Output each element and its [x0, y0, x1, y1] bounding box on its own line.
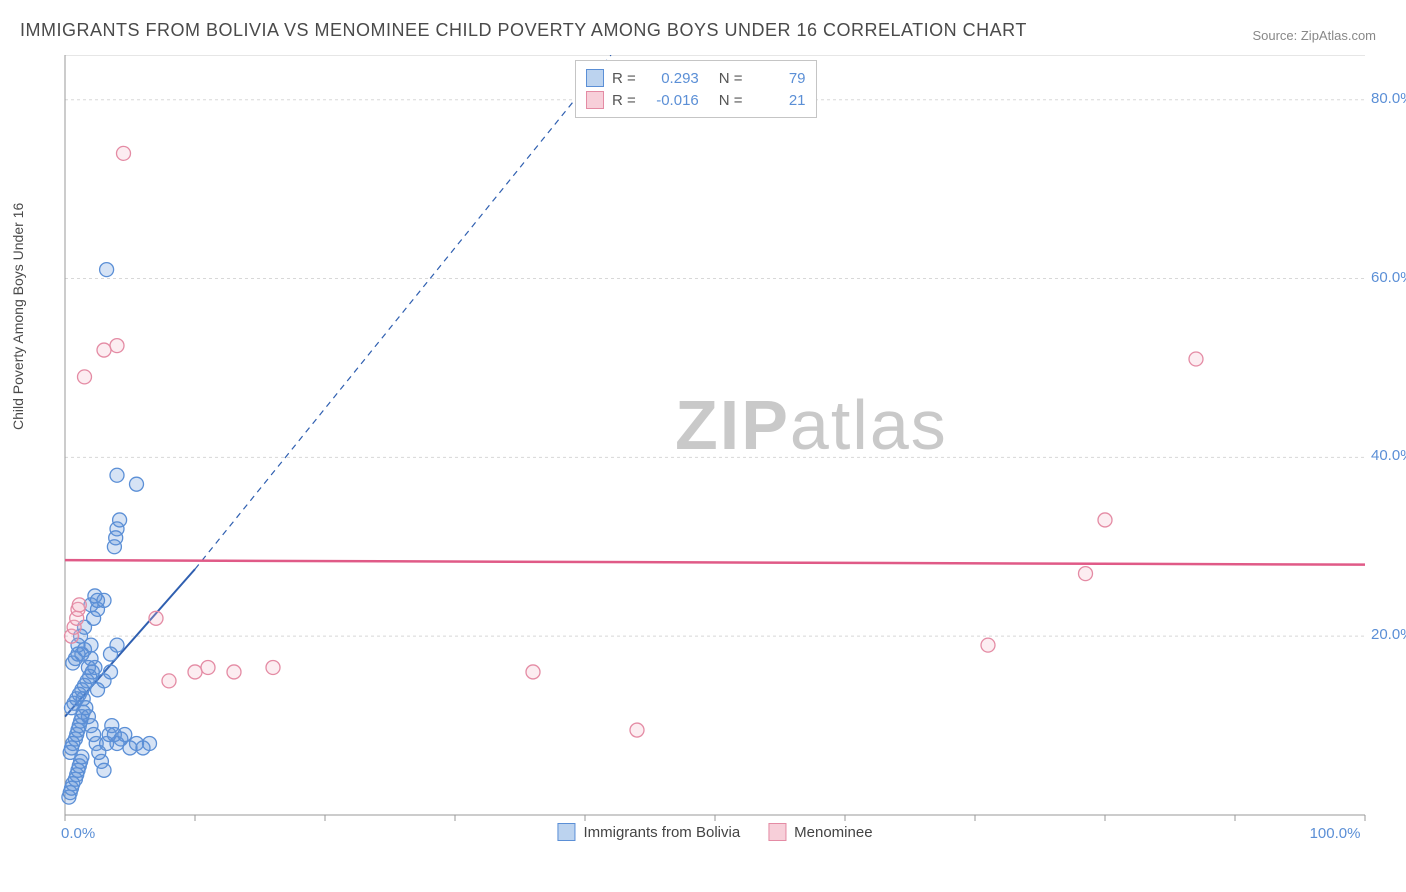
chart-title: IMMIGRANTS FROM BOLIVIA VS MENOMINEE CHI…: [20, 20, 1027, 41]
legend-swatch: [557, 823, 575, 841]
legend-swatch: [586, 69, 604, 87]
series-legend: Immigrants from Bolivia Menominee: [557, 823, 872, 841]
axis-tick-label: 0.0%: [61, 825, 95, 842]
axis-tick-label: 100.0%: [1310, 825, 1361, 842]
chart-area: ZIPatlas R =0.293N =79R =-0.016N =21 Imm…: [55, 55, 1375, 845]
scatter-plot: [55, 55, 1375, 845]
legend-swatch: [768, 823, 786, 841]
r-value: 0.293: [644, 70, 699, 87]
y-axis-label: Child Poverty Among Boys Under 16: [10, 203, 26, 430]
legend-label: Immigrants from Bolivia: [583, 824, 740, 841]
stats-row: R = -0.016 N = 21: [586, 89, 806, 111]
axis-tick-label: 20.0%: [1371, 626, 1406, 643]
r-label: R =: [612, 70, 636, 87]
legend-item: Menominee: [768, 823, 872, 841]
r-label: R =: [612, 92, 636, 109]
n-value: 79: [751, 70, 806, 87]
r-value: -0.016: [644, 92, 699, 109]
legend-swatch: [586, 91, 604, 109]
source-credit: Source: ZipAtlas.com: [1252, 28, 1376, 43]
axis-tick-label: 60.0%: [1371, 269, 1406, 286]
axis-tick-label: 40.0%: [1371, 447, 1406, 464]
legend-item: Immigrants from Bolivia: [557, 823, 740, 841]
n-value: 21: [751, 92, 806, 109]
n-label: N =: [719, 70, 743, 87]
axis-tick-label: 80.0%: [1371, 90, 1406, 107]
stats-row: R = 0.293 N = 79: [586, 67, 806, 89]
legend-label: Menominee: [794, 824, 872, 841]
stats-legend: R = 0.293 N = 79 R = -0.016 N = 21: [575, 60, 817, 118]
n-label: N =: [719, 92, 743, 109]
